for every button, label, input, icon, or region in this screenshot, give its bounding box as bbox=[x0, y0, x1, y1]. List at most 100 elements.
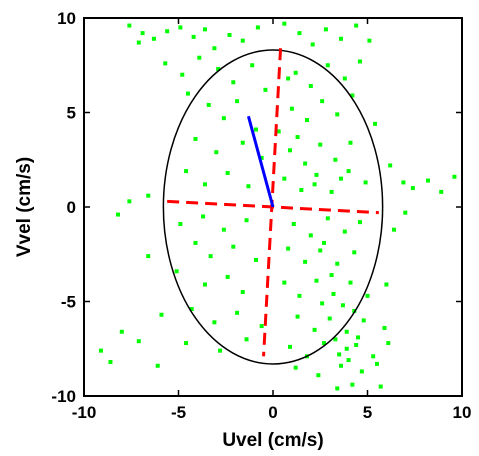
data-point bbox=[318, 248, 323, 253]
data-point bbox=[99, 348, 104, 353]
x-tick-label: 5 bbox=[363, 403, 372, 422]
data-point bbox=[365, 293, 370, 298]
data-point bbox=[357, 59, 362, 64]
data-point bbox=[255, 25, 260, 30]
data-point bbox=[206, 102, 211, 107]
data-point bbox=[193, 240, 198, 245]
data-point bbox=[333, 157, 338, 162]
data-point bbox=[244, 337, 249, 342]
data-point bbox=[325, 63, 330, 68]
data-point bbox=[363, 180, 368, 185]
data-point bbox=[288, 148, 293, 153]
y-tick-label: 10 bbox=[57, 9, 76, 28]
data-point bbox=[240, 38, 245, 43]
data-point bbox=[374, 361, 379, 366]
x-tick-label: 0 bbox=[268, 403, 277, 422]
data-point bbox=[212, 46, 217, 51]
data-point bbox=[202, 27, 207, 32]
data-point bbox=[263, 87, 268, 92]
data-point bbox=[288, 344, 293, 349]
data-point bbox=[335, 386, 340, 391]
data-point bbox=[208, 254, 213, 259]
data-point bbox=[202, 182, 207, 187]
data-point bbox=[293, 365, 298, 370]
y-tick-label: -5 bbox=[61, 293, 76, 312]
mean-vector-line bbox=[246, 115, 275, 208]
data-point bbox=[136, 339, 141, 344]
data-point bbox=[339, 176, 344, 181]
data-point bbox=[293, 70, 298, 75]
data-point bbox=[318, 142, 323, 147]
data-point bbox=[119, 329, 124, 334]
y-tick-label: 5 bbox=[67, 104, 76, 123]
data-point bbox=[191, 34, 196, 39]
data-point bbox=[246, 184, 251, 189]
data-point bbox=[331, 291, 336, 296]
y-tick-label: 0 bbox=[67, 198, 76, 217]
data-point bbox=[235, 99, 240, 104]
x-axis-ticks: -10 -5 0 5 10 bbox=[72, 18, 472, 422]
data-point bbox=[314, 172, 319, 177]
data-point bbox=[322, 240, 327, 245]
data-point bbox=[282, 280, 287, 285]
data-point bbox=[218, 348, 223, 353]
data-point bbox=[314, 278, 319, 283]
data-point bbox=[356, 335, 361, 340]
x-tick-label: 10 bbox=[453, 403, 472, 422]
data-point bbox=[299, 187, 304, 192]
data-point bbox=[346, 358, 351, 363]
data-point bbox=[410, 186, 415, 191]
data-point bbox=[159, 312, 164, 317]
data-point bbox=[184, 341, 189, 346]
data-point bbox=[214, 150, 219, 155]
data-point bbox=[289, 106, 294, 111]
data-point bbox=[240, 140, 245, 145]
data-point bbox=[357, 220, 362, 225]
data-point bbox=[189, 307, 194, 312]
data-point bbox=[310, 42, 315, 47]
data-point bbox=[286, 246, 291, 251]
data-point bbox=[193, 136, 198, 141]
data-point bbox=[282, 21, 287, 26]
data-point bbox=[250, 63, 255, 68]
x-axis-title: Uvel (cm/s) bbox=[222, 430, 323, 451]
data-point bbox=[350, 93, 355, 98]
data-point bbox=[231, 244, 236, 249]
data-point bbox=[339, 363, 344, 368]
data-point bbox=[323, 27, 328, 32]
data-point bbox=[136, 40, 141, 45]
x-tick-label: -5 bbox=[171, 403, 186, 422]
data-point bbox=[322, 341, 327, 346]
y-axis-ticks: -10 -5 0 5 10 bbox=[51, 9, 462, 406]
data-point bbox=[253, 127, 258, 132]
data-point bbox=[151, 36, 156, 41]
data-point bbox=[155, 363, 160, 368]
data-point bbox=[312, 327, 317, 332]
data-point bbox=[163, 61, 168, 66]
data-point bbox=[276, 129, 281, 134]
data-point bbox=[295, 314, 300, 319]
data-point bbox=[174, 269, 179, 274]
data-point bbox=[308, 84, 313, 89]
data-point bbox=[316, 373, 321, 378]
data-point bbox=[391, 227, 396, 232]
data-point bbox=[216, 67, 221, 72]
data-point bbox=[259, 324, 264, 329]
data-point bbox=[350, 382, 355, 387]
data-point bbox=[354, 23, 359, 28]
data-point bbox=[235, 310, 240, 315]
data-point bbox=[184, 169, 189, 174]
data-point bbox=[253, 257, 258, 262]
data-point bbox=[259, 155, 264, 160]
data-point bbox=[127, 199, 132, 204]
data-point bbox=[335, 261, 340, 266]
data-point bbox=[425, 178, 430, 183]
data-point bbox=[327, 316, 332, 321]
data-point bbox=[197, 55, 202, 60]
data-point bbox=[225, 274, 230, 279]
data-point bbox=[352, 250, 357, 255]
data-point bbox=[329, 189, 334, 194]
data-point bbox=[221, 227, 226, 232]
data-point bbox=[342, 229, 347, 234]
